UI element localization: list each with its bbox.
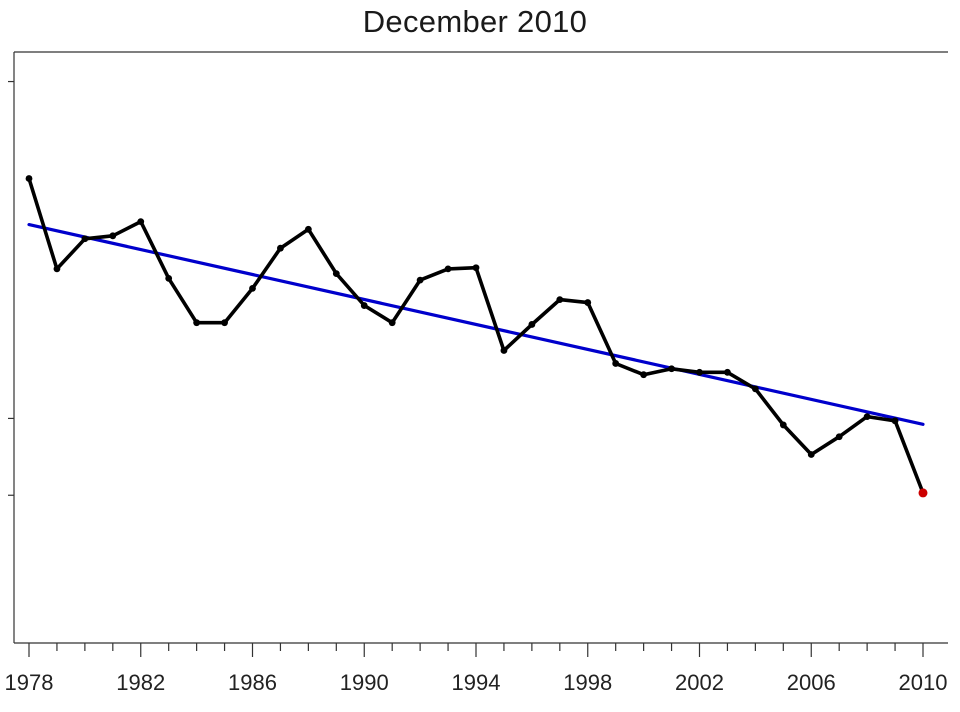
- data-point: [472, 264, 480, 272]
- data-point: [444, 265, 452, 273]
- data-point: [165, 274, 173, 282]
- x-tick-label: 2002: [675, 670, 724, 695]
- data-point: [891, 417, 899, 425]
- data-point: [584, 299, 592, 306]
- data-point: [249, 285, 256, 292]
- data-point: [807, 451, 815, 458]
- x-tick-label: 1994: [452, 670, 501, 695]
- x-tick-label: 2010: [899, 670, 948, 695]
- data-point: [863, 413, 871, 421]
- plot-frame: [8, 51, 948, 644]
- data-point: [53, 265, 61, 273]
- x-axis-ticks: 1978 1982 1986 1990 1994 1998 2002 2006 2010: [5, 643, 948, 695]
- chart-title: December 2010: [362, 4, 588, 39]
- trend-series: [27, 222, 925, 426]
- data-point: [500, 347, 508, 354]
- data-points: [25, 175, 928, 498]
- latest-data-point: [918, 488, 928, 498]
- data-point: [332, 270, 340, 278]
- x-tick-label: 1982: [116, 670, 165, 695]
- data-point: [668, 365, 675, 373]
- x-tick-label: 2006: [787, 670, 836, 695]
- data-point: [696, 368, 703, 376]
- data-point: [612, 360, 620, 367]
- data-point: [221, 319, 228, 327]
- data-point: [724, 368, 731, 376]
- data-point: [193, 319, 201, 327]
- data-point: [751, 385, 759, 393]
- data-point: [109, 232, 117, 240]
- data-point: [137, 218, 145, 226]
- data-point: [277, 244, 284, 252]
- data-point: [779, 421, 787, 429]
- data-point: [528, 321, 536, 328]
- data-point: [640, 371, 648, 379]
- data-point: [416, 276, 424, 284]
- x-tick-label: 1990: [340, 670, 389, 695]
- data-series: [27, 176, 925, 495]
- x-tick-label: 1998: [563, 670, 612, 695]
- data-point: [556, 296, 564, 304]
- trend-line: [27, 222, 925, 426]
- x-tick-label: 1978: [5, 670, 54, 695]
- data-point: [388, 319, 396, 327]
- data-point: [25, 175, 33, 182]
- data-point: [360, 302, 368, 309]
- data-point: [81, 235, 89, 243]
- data-point: [304, 225, 312, 233]
- data-point: [835, 433, 843, 441]
- data-line: [27, 176, 925, 495]
- x-tick-label: 1986: [228, 670, 277, 695]
